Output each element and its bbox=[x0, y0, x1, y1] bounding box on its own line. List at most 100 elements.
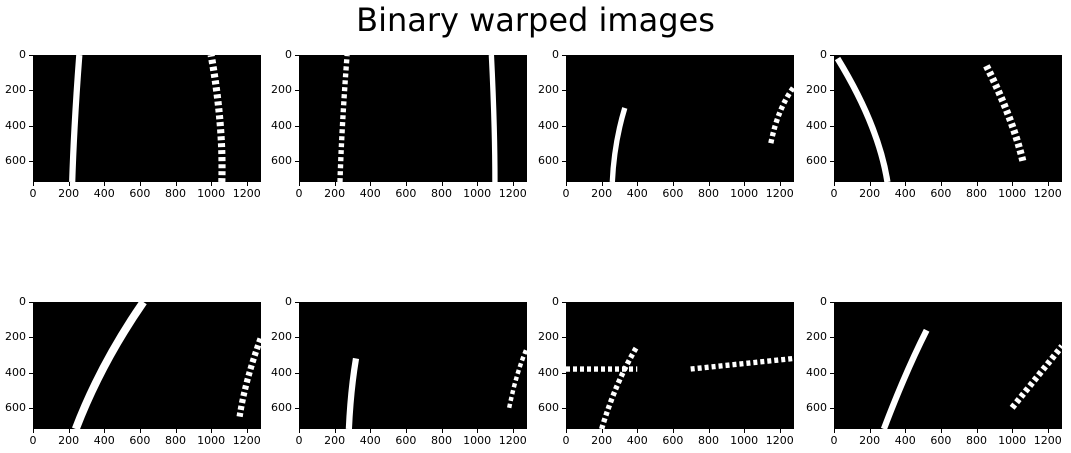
x-tick-mark bbox=[566, 429, 567, 433]
x-tick-label: 1000 bbox=[463, 434, 492, 447]
y-tick-mark bbox=[295, 125, 299, 127]
x-tick-label: 800 bbox=[431, 434, 452, 447]
x-tick-mark bbox=[441, 429, 443, 433]
lane-line-2 bbox=[982, 62, 1027, 162]
lane-line-2 bbox=[690, 355, 794, 372]
x-tick-label: 1200 bbox=[765, 187, 794, 200]
x-tick-label: 200 bbox=[591, 187, 613, 200]
y-tick-label: 200 bbox=[538, 83, 559, 97]
x-tick-mark bbox=[708, 182, 710, 186]
panel-8 bbox=[834, 302, 1062, 429]
panel-4-image bbox=[834, 56, 1027, 182]
panel-1-image bbox=[69, 55, 226, 182]
x-tick-mark bbox=[601, 182, 603, 186]
y-tick-mark bbox=[29, 160, 33, 162]
y-tick-label: 600 bbox=[806, 400, 827, 414]
x-tick-label: 1000 bbox=[998, 434, 1027, 447]
x-tick-label: 1200 bbox=[1033, 187, 1062, 200]
x-tick-mark bbox=[334, 182, 336, 186]
y-tick-label: 0 bbox=[19, 48, 26, 61]
y-tick-label: 400 bbox=[806, 118, 827, 132]
x-tick-mark bbox=[1012, 429, 1014, 433]
y-tick-mark bbox=[830, 90, 834, 92]
y-tick-mark bbox=[830, 55, 834, 56]
y-tick-mark bbox=[295, 407, 299, 409]
x-tick-mark bbox=[566, 182, 567, 186]
y-tick-mark bbox=[830, 302, 834, 303]
x-tick-mark bbox=[33, 182, 34, 186]
x-tick-mark bbox=[68, 429, 70, 433]
x-tick-mark bbox=[175, 429, 177, 433]
x-tick-label: 400 bbox=[626, 434, 648, 447]
x-tick-mark bbox=[512, 182, 514, 186]
x-tick-label: 600 bbox=[395, 187, 417, 200]
y-tick-label: 400 bbox=[806, 365, 827, 379]
x-tick-label: 1000 bbox=[197, 434, 226, 447]
y-tick-mark bbox=[29, 55, 33, 56]
x-tick-mark bbox=[334, 429, 336, 433]
x-tick-mark bbox=[441, 182, 443, 186]
y-tick-label: 200 bbox=[271, 330, 292, 344]
y-tick-label: 600 bbox=[538, 153, 559, 167]
lane-line-2 bbox=[207, 55, 226, 182]
x-tick-label: 1200 bbox=[498, 434, 527, 447]
x-tick-label: 0 bbox=[29, 434, 37, 447]
x-tick-mark bbox=[976, 429, 978, 433]
y-tick-label: 0 bbox=[285, 48, 292, 61]
x-tick-label: 600 bbox=[395, 434, 417, 447]
lane-line-2 bbox=[1009, 344, 1062, 410]
x-tick-label: 600 bbox=[930, 434, 952, 447]
x-tick-label: 200 bbox=[324, 187, 346, 200]
x-tick-mark bbox=[672, 429, 674, 433]
y-tick-mark bbox=[29, 90, 33, 92]
y-tick-label: 400 bbox=[5, 118, 26, 132]
panel-2 bbox=[299, 55, 527, 182]
panel-7-image bbox=[566, 344, 794, 429]
y-tick-mark bbox=[295, 302, 299, 303]
x-tick-label: 200 bbox=[58, 187, 80, 200]
x-tick-label: 1200 bbox=[1033, 434, 1062, 447]
x-tick-mark bbox=[601, 429, 603, 433]
x-tick-label: 200 bbox=[859, 187, 881, 200]
y-tick-mark bbox=[29, 302, 33, 303]
x-tick-label: 400 bbox=[93, 187, 115, 200]
panel-5-image bbox=[72, 302, 261, 429]
x-tick-label: 1000 bbox=[730, 187, 759, 200]
x-tick-mark bbox=[370, 182, 372, 186]
y-tick-mark bbox=[830, 337, 834, 339]
x-tick-mark bbox=[477, 182, 479, 186]
x-tick-label: 400 bbox=[93, 434, 115, 447]
x-tick-mark bbox=[869, 182, 871, 186]
x-tick-label: 1000 bbox=[197, 187, 226, 200]
x-tick-label: 1000 bbox=[998, 187, 1027, 200]
y-tick-label: 200 bbox=[5, 330, 26, 344]
panel-6-image bbox=[345, 346, 527, 429]
x-tick-label: 400 bbox=[626, 187, 648, 200]
x-tick-mark bbox=[940, 182, 942, 186]
y-tick-label: 0 bbox=[285, 295, 292, 308]
x-tick-mark bbox=[834, 429, 835, 433]
y-tick-mark bbox=[830, 372, 834, 374]
lane-line-1 bbox=[337, 55, 350, 182]
y-tick-label: 0 bbox=[19, 295, 26, 308]
x-tick-label: 600 bbox=[129, 187, 151, 200]
x-tick-label: 800 bbox=[431, 187, 452, 200]
y-tick-mark bbox=[295, 337, 299, 339]
x-tick-mark bbox=[299, 182, 300, 186]
lane-line-2 bbox=[236, 336, 261, 418]
x-tick-mark bbox=[779, 182, 781, 186]
y-tick-mark bbox=[29, 407, 33, 409]
y-tick-label: 200 bbox=[271, 83, 292, 97]
y-tick-mark bbox=[562, 407, 566, 409]
y-tick-mark bbox=[830, 407, 834, 409]
x-tick-mark bbox=[68, 182, 70, 186]
x-tick-label: 400 bbox=[359, 187, 381, 200]
x-tick-mark bbox=[370, 429, 372, 433]
x-tick-label: 0 bbox=[562, 434, 570, 447]
lane-line-2 bbox=[507, 346, 527, 409]
panel-5 bbox=[33, 302, 261, 429]
y-tick-label: 200 bbox=[806, 83, 827, 97]
y-tick-mark bbox=[562, 160, 566, 162]
y-tick-label: 0 bbox=[820, 48, 827, 61]
y-tick-label: 600 bbox=[806, 153, 827, 167]
